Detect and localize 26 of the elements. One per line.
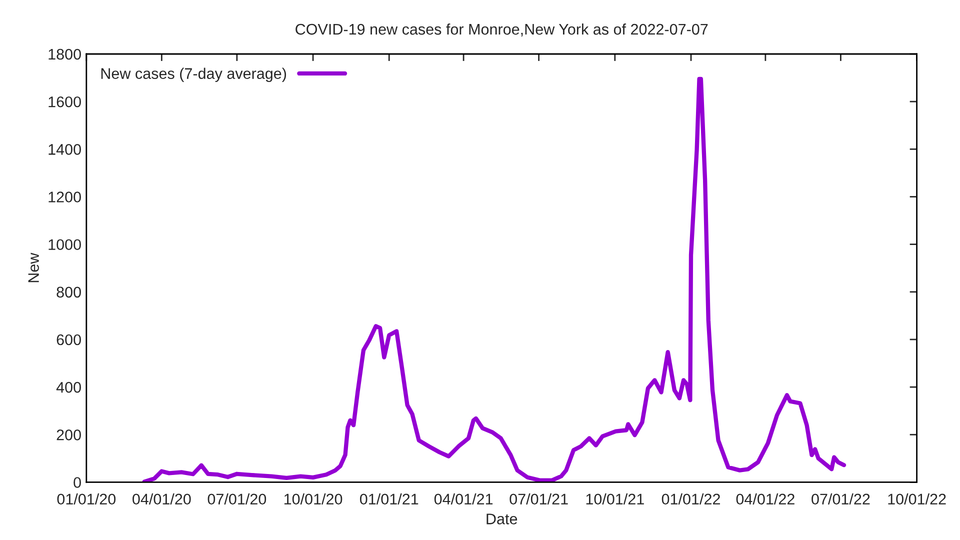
y-tick-label: 0 (74, 477, 81, 488)
y-tick-label: 400 (56, 382, 81, 393)
y-tick-label: 800 (56, 286, 81, 298)
y-tick-label: 600 (56, 334, 81, 346)
x-tick-label: 04/01/22 (736, 493, 794, 505)
x-tick-label: 04/01/20 (132, 493, 191, 505)
x-tick-label: 10/01/21 (586, 493, 644, 505)
y-tick-label: 1000 (48, 239, 81, 250)
chart-title: COVID-19 new cases for Monroe,New York as of 2022-07-07 (296, 23, 708, 37)
x-tick-label: 07/01/21 (510, 493, 568, 505)
y-tick-label: 1800 (48, 48, 81, 60)
y-tick-label: 1400 (48, 144, 81, 155)
x-tick-label: 07/01/20 (208, 493, 266, 505)
x-tick-label: 01/01/20 (57, 493, 116, 505)
x-tick-label: 10/01/22 (888, 493, 946, 505)
y-tick-label: 1200 (48, 192, 81, 202)
x-tick-label: 01/01/21 (360, 493, 418, 505)
y-axis-title: New (28, 252, 39, 282)
x-tick-label: 04/01/21 (434, 493, 493, 505)
x-axis-title: Date (486, 514, 518, 524)
y-tick-label: 200 (56, 430, 81, 440)
legend-label: New cases (7-day average) (101, 68, 286, 82)
x-tick-label: 10/01/20 (284, 493, 342, 505)
y-tick-label: 1600 (48, 96, 81, 108)
x-tick-label: 07/01/22 (812, 493, 870, 505)
x-tick-label: 01/01/22 (662, 493, 720, 505)
